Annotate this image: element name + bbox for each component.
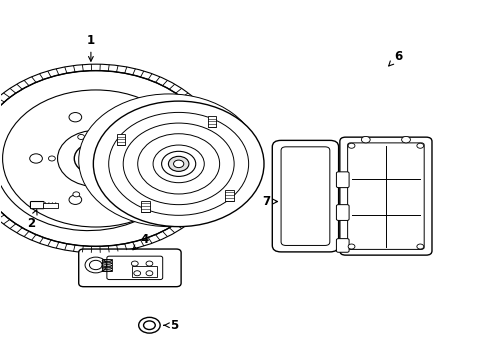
Circle shape <box>48 156 55 161</box>
Circle shape <box>401 136 409 143</box>
FancyBboxPatch shape <box>336 204 348 220</box>
Circle shape <box>73 192 80 197</box>
FancyBboxPatch shape <box>107 256 163 280</box>
Bar <box>225 190 234 201</box>
Circle shape <box>117 177 123 183</box>
Circle shape <box>69 195 81 204</box>
Circle shape <box>143 321 155 329</box>
Circle shape <box>110 195 122 204</box>
Circle shape <box>110 113 122 122</box>
Circle shape <box>173 160 183 168</box>
Bar <box>117 134 125 145</box>
Circle shape <box>416 244 423 249</box>
Bar <box>207 116 216 127</box>
Circle shape <box>78 134 84 139</box>
Circle shape <box>82 149 109 168</box>
Circle shape <box>74 143 117 174</box>
Circle shape <box>134 271 141 276</box>
Bar <box>102 258 112 271</box>
Circle shape <box>102 188 109 193</box>
Bar <box>141 201 149 212</box>
Circle shape <box>93 101 264 226</box>
Text: 7: 7 <box>262 195 277 208</box>
FancyBboxPatch shape <box>336 172 348 188</box>
Text: 2: 2 <box>27 210 37 230</box>
Text: 6: 6 <box>388 50 402 66</box>
Text: 4: 4 <box>133 233 148 250</box>
FancyBboxPatch shape <box>30 202 44 209</box>
Circle shape <box>89 260 102 270</box>
Circle shape <box>69 113 81 122</box>
Circle shape <box>139 318 160 333</box>
Circle shape <box>416 143 423 148</box>
Circle shape <box>361 136 369 143</box>
Text: 1: 1 <box>87 33 95 61</box>
Circle shape <box>79 94 259 226</box>
Text: 5: 5 <box>163 319 178 332</box>
Circle shape <box>131 261 138 266</box>
Circle shape <box>146 261 153 266</box>
Circle shape <box>30 154 42 163</box>
Circle shape <box>0 64 224 253</box>
FancyBboxPatch shape <box>281 147 329 246</box>
FancyBboxPatch shape <box>79 249 181 287</box>
Circle shape <box>112 131 119 136</box>
Circle shape <box>146 271 153 276</box>
Circle shape <box>168 156 188 171</box>
Circle shape <box>347 143 354 148</box>
Circle shape <box>347 244 354 249</box>
Bar <box>132 266 157 277</box>
Text: 3: 3 <box>226 183 253 195</box>
FancyBboxPatch shape <box>336 239 348 252</box>
Bar <box>43 203 58 208</box>
Circle shape <box>0 71 215 246</box>
Circle shape <box>161 151 195 176</box>
Circle shape <box>85 257 106 273</box>
FancyBboxPatch shape <box>339 137 431 255</box>
FancyBboxPatch shape <box>272 140 338 252</box>
